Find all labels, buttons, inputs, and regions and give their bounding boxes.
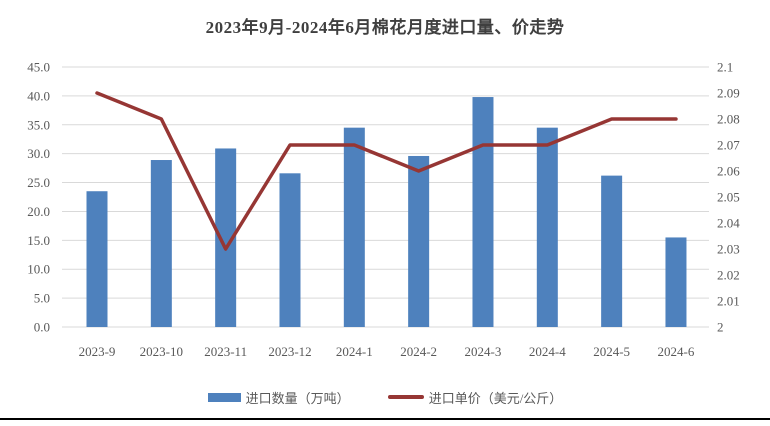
left-axis-tick: 35.0 [27,117,50,132]
bar-2023-10 [150,160,172,327]
legend-label-unit-price: 进口单价（美元/公斤） [428,390,563,406]
x-axis-label: 2024-2 [400,344,437,359]
x-axis-label: 2024-6 [658,344,695,359]
right-axis-tick: 2.05 [717,190,740,205]
right-axis-tick: 2.08 [717,112,740,127]
x-axis-label: 2024-3 [465,344,502,359]
left-axis-tick: 25.0 [27,175,50,190]
x-axis-label: 2023-10 [140,344,183,359]
left-axis-tick: 20.0 [27,204,50,219]
x-axis-label: 2024-1 [336,344,373,359]
right-axis-tick: 2.01 [717,294,740,309]
left-axis-tick: 40.0 [27,88,50,103]
chart-legend: 进口数量（万吨） 进口单价（美元/公斤） [0,387,770,407]
left-axis-tick: 0.0 [34,320,50,335]
left-axis-tick: 5.0 [34,291,50,306]
right-axis-tick: 2.02 [717,268,740,283]
bar-2024-3 [472,97,494,328]
right-axis-tick: 2.03 [717,242,740,257]
x-axis-label: 2023-9 [79,344,116,359]
right-axis-tick: 2.07 [717,138,740,153]
line-series-swatch-icon [387,395,424,399]
bar-2023-12 [279,173,301,327]
bar-2023-11 [215,148,237,327]
bar-series-swatch-icon [207,392,241,402]
right-axis-tick: 2 [717,320,724,335]
legend-label-import-quantity: 进口数量（万吨） [245,390,350,406]
x-axis-label: 2023-12 [268,344,311,359]
bar-2024-6 [665,237,687,327]
bar-2023-9 [86,191,108,327]
right-axis-tick: 2.04 [717,216,740,231]
left-axis-tick: 45.0 [27,60,50,75]
bar-2024-1 [343,127,365,328]
bottom-border-rule [0,418,770,420]
legend-item-unit-price: 进口单价（美元/公斤） [387,388,563,407]
left-axis-tick: 15.0 [27,233,50,248]
price-line [95,91,678,251]
left-axis-tick: 10.0 [27,262,50,277]
bar-2024-5 [601,175,623,327]
bar-2024-2 [408,155,430,327]
right-axis-tick: 2.09 [717,86,740,101]
right-axis-tick: 2.1 [717,60,733,75]
x-axis-label: 2024-4 [529,344,566,359]
bar-2024-4 [536,127,558,328]
x-axis-label: 2024-5 [593,344,630,359]
x-axis-label: 2023-11 [204,344,247,359]
chart-svg: 0.0 5.0 10.0 15.0 20.0 25.0 30.0 35.0 40.0 45.0 2 2… [27,60,740,360]
right-axis-tick: 2.06 [717,164,740,179]
left-axis-tick: 30.0 [27,146,50,161]
chart-title: 2023年9月-2024年6月棉花月度进口量、价走势 [205,18,565,37]
legend-item-import-quantity: 进口数量（万吨） [207,388,350,407]
